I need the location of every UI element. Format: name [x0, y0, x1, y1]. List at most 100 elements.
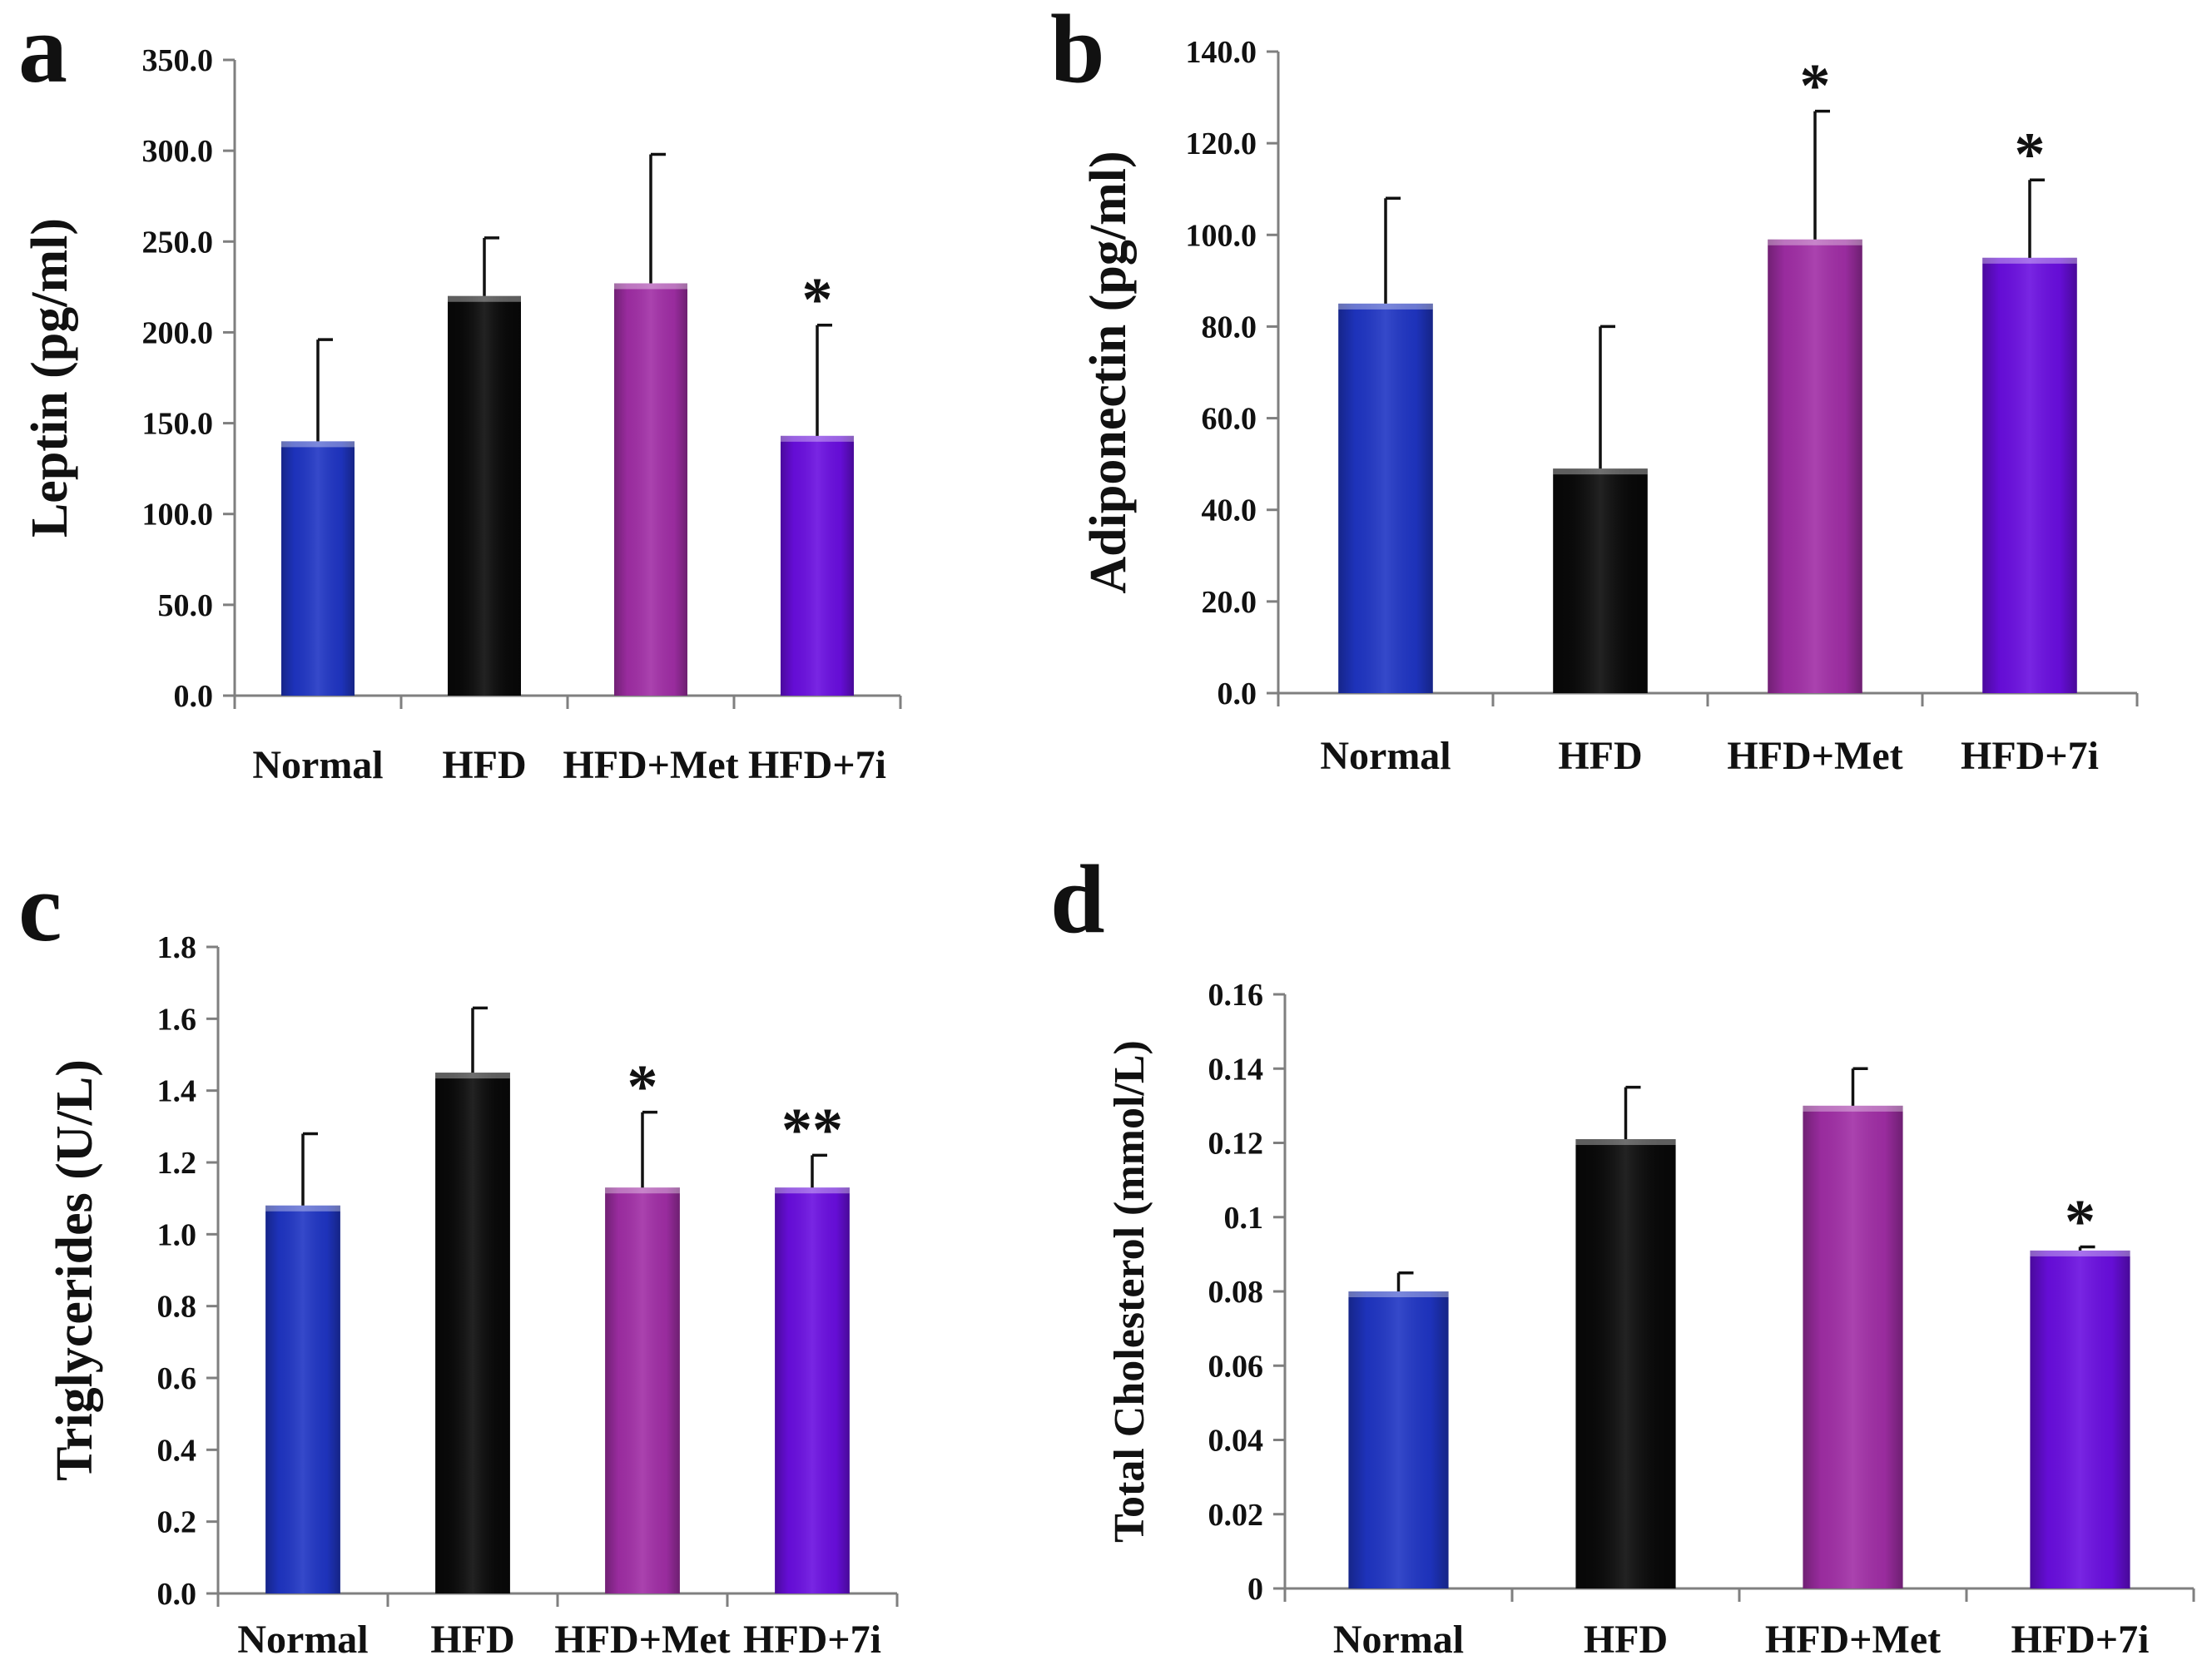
y-tick-label: 1.4	[157, 1074, 197, 1109]
bar-top-highlight	[2030, 1250, 2130, 1256]
y-tick-label: 0.2	[157, 1505, 197, 1540]
y-tick-label: 0.12	[1208, 1127, 1264, 1162]
bar-shading	[1768, 239, 1862, 693]
panel-letter: c	[18, 853, 62, 962]
y-tick-label: 1.0	[157, 1217, 197, 1252]
chart-panel-b: b 0.0 20.0 40.0 60.0 80.0 100.0 120.0 140.0 Adipo…	[1050, 0, 2139, 778]
bar-shading	[781, 435, 854, 696]
chart-panel-a: a 0.0 50.0 100.0 150.0 200.0 250.0 300.0 350.0 Le…	[18, 0, 902, 787]
x-category-label: Normal	[252, 743, 383, 787]
bar-top-highlight	[1768, 239, 1862, 245]
bar-top-highlight	[281, 441, 355, 448]
bar-top-highlight	[1338, 303, 1433, 310]
bar-shading	[1982, 257, 2077, 694]
x-category-label: HFD+Met	[563, 743, 738, 787]
y-tick-label: 0.16	[1208, 978, 1264, 1013]
bar-shading	[1348, 1291, 1449, 1588]
significance-marker: *	[2015, 121, 2046, 189]
y-axis-title: Adiponectin (pg/ml)	[1080, 151, 1137, 593]
x-category-label: HFD	[442, 743, 526, 787]
x-category-label: HFD	[1584, 1618, 1668, 1662]
bar-shading	[775, 1187, 850, 1593]
bar-shading	[435, 1073, 510, 1593]
x-category-label: HFD	[430, 1618, 514, 1662]
y-tick-label: 1.8	[157, 930, 197, 965]
y-tick-label: 0.1	[1224, 1201, 1264, 1236]
y-tick-label: 120.0	[1186, 126, 1257, 161]
y-tick-label: 100.0	[1186, 218, 1257, 253]
x-category-label: HFD+Met	[1765, 1618, 1941, 1662]
y-tick-label: 100.0	[142, 498, 214, 533]
x-category-label: HFD+7i	[1961, 734, 2099, 778]
bar-top-highlight	[1348, 1291, 1449, 1297]
bar-shading	[448, 295, 521, 696]
y-tick-label: 0.0	[157, 1577, 197, 1612]
bar-shading	[1575, 1139, 1676, 1588]
x-category-label: HFD+Met	[554, 1618, 730, 1662]
y-tick-label: 0.04	[1208, 1424, 1264, 1459]
y-tick-label: 250.0	[142, 225, 214, 260]
bar-top-highlight	[1803, 1105, 1903, 1112]
x-category-label: Normal	[237, 1618, 368, 1662]
panel-letter: d	[1050, 845, 1105, 954]
panel-letter: b	[1050, 0, 1105, 103]
y-tick-label: 20.0	[1202, 585, 1257, 620]
panel-letter: a	[18, 0, 67, 103]
bar-shading	[2030, 1250, 2130, 1588]
y-tick-label: 300.0	[142, 134, 214, 169]
significance-marker: *	[627, 1053, 658, 1122]
significance-marker: *	[1800, 52, 1831, 121]
y-tick-label: 0.4	[157, 1433, 197, 1468]
bar-top-highlight	[1982, 257, 2077, 264]
y-tick-label: 0.02	[1208, 1498, 1264, 1533]
x-category-label: HFD+7i	[2011, 1618, 2149, 1662]
y-tick-label: 0.0	[1218, 676, 1257, 711]
chart-panel-d: d 0 0.02 0.04 0.06 0.08 0.1 0.12 0.14 0.16 Total C…	[1050, 845, 2195, 1662]
y-tick-label: 0.0	[174, 679, 214, 714]
significance-marker: *	[2065, 1187, 2095, 1256]
y-tick-label: 60.0	[1202, 402, 1257, 437]
x-category-label: Normal	[1333, 1618, 1464, 1662]
y-tick-label: 0	[1247, 1572, 1263, 1607]
x-category-label: HFD+7i	[748, 743, 886, 787]
bar-top-highlight	[448, 295, 521, 302]
y-tick-label: 150.0	[142, 407, 214, 442]
bar-top-highlight	[775, 1187, 850, 1194]
bar-shading	[1803, 1105, 1903, 1588]
y-axis-title: Leptin (pg/ml)	[22, 218, 78, 538]
significance-marker: **	[781, 1096, 843, 1164]
bar-top-highlight	[1575, 1139, 1676, 1146]
bar-shading	[605, 1187, 680, 1593]
bar-shading	[1553, 468, 1648, 693]
y-tick-label: 0.8	[157, 1290, 197, 1325]
bar-top-highlight	[781, 435, 854, 442]
x-category-label: Normal	[1320, 734, 1451, 778]
y-axis-title: Total Cholesterol (mmol/L)	[1106, 1040, 1153, 1543]
y-tick-label: 200.0	[142, 315, 214, 350]
bar-shading	[1338, 303, 1433, 693]
x-category-label: HFD	[1558, 734, 1642, 778]
y-tick-label: 350.0	[142, 43, 214, 78]
y-tick-label: 0.6	[157, 1361, 197, 1396]
x-category-label: HFD+Met	[1727, 734, 1902, 778]
y-tick-label: 80.0	[1202, 310, 1257, 344]
y-tick-label: 1.2	[157, 1146, 197, 1181]
bar-shading	[614, 283, 687, 696]
bar-shading	[265, 1205, 340, 1593]
y-tick-label: 0.08	[1208, 1275, 1264, 1310]
chart-panel-c: c 0.0 0.2 0.4 0.6 0.8 1.0 1.2 1.4 1.6 1.8 Triglycer…	[18, 853, 899, 1662]
x-category-label: HFD+7i	[743, 1618, 881, 1662]
y-tick-label: 0.06	[1208, 1349, 1264, 1384]
bar-top-highlight	[1553, 468, 1648, 475]
y-tick-label: 140.0	[1186, 35, 1257, 70]
significance-marker: *	[802, 266, 833, 335]
y-tick-label: 0.14	[1208, 1052, 1264, 1087]
bar-top-highlight	[265, 1205, 340, 1212]
y-tick-label: 40.0	[1202, 493, 1257, 528]
y-tick-label: 50.0	[158, 588, 214, 623]
bar-top-highlight	[435, 1073, 510, 1079]
bar-shading	[281, 441, 355, 696]
bar-top-highlight	[605, 1187, 680, 1194]
bar-top-highlight	[614, 283, 687, 290]
